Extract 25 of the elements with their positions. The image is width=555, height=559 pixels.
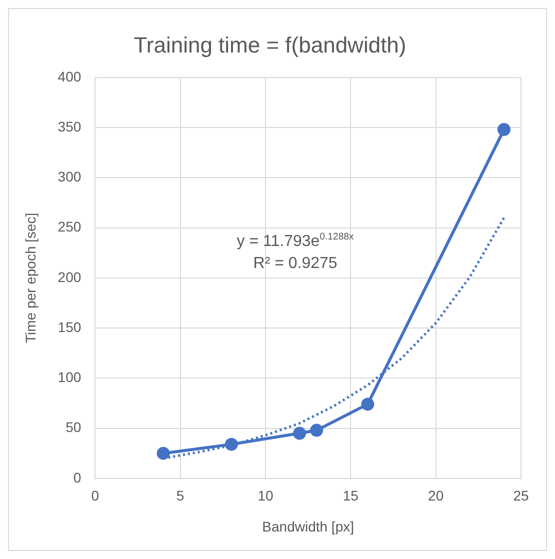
- y-axis-title: Time per epoch [sec]: [22, 212, 38, 344]
- x-tick-label: 5: [176, 488, 184, 504]
- annotation: R² = 0.9275: [253, 254, 338, 272]
- x-tick-label: 0: [91, 488, 100, 504]
- y-tick-label: 400: [58, 68, 82, 84]
- x-tick-label: 20: [428, 488, 444, 504]
- point: [497, 123, 510, 136]
- point: [293, 426, 306, 440]
- chart-title: Training time = f(bandwidth): [134, 32, 406, 58]
- y-tick-label: 200: [58, 268, 82, 285]
- x-tick-label: 25: [513, 488, 529, 504]
- point: [310, 424, 324, 437]
- x-tick-label: 15: [342, 488, 359, 504]
- y-tick-label: 300: [58, 168, 82, 185]
- x-axis-title: Bandwidth [px]: [262, 518, 354, 534]
- y-tick-label: 150: [58, 318, 82, 335]
- point: [156, 446, 170, 460]
- x-tick-label: 10: [258, 488, 274, 504]
- y-tick-label: 0: [73, 469, 82, 486]
- y-tick-label: 250: [58, 218, 82, 235]
- y-tick-label: 100: [58, 369, 82, 386]
- y-tick-label: 50: [66, 419, 82, 436]
- y-tick-label: 350: [58, 118, 82, 134]
- point: [361, 398, 374, 411]
- point: [224, 438, 238, 451]
